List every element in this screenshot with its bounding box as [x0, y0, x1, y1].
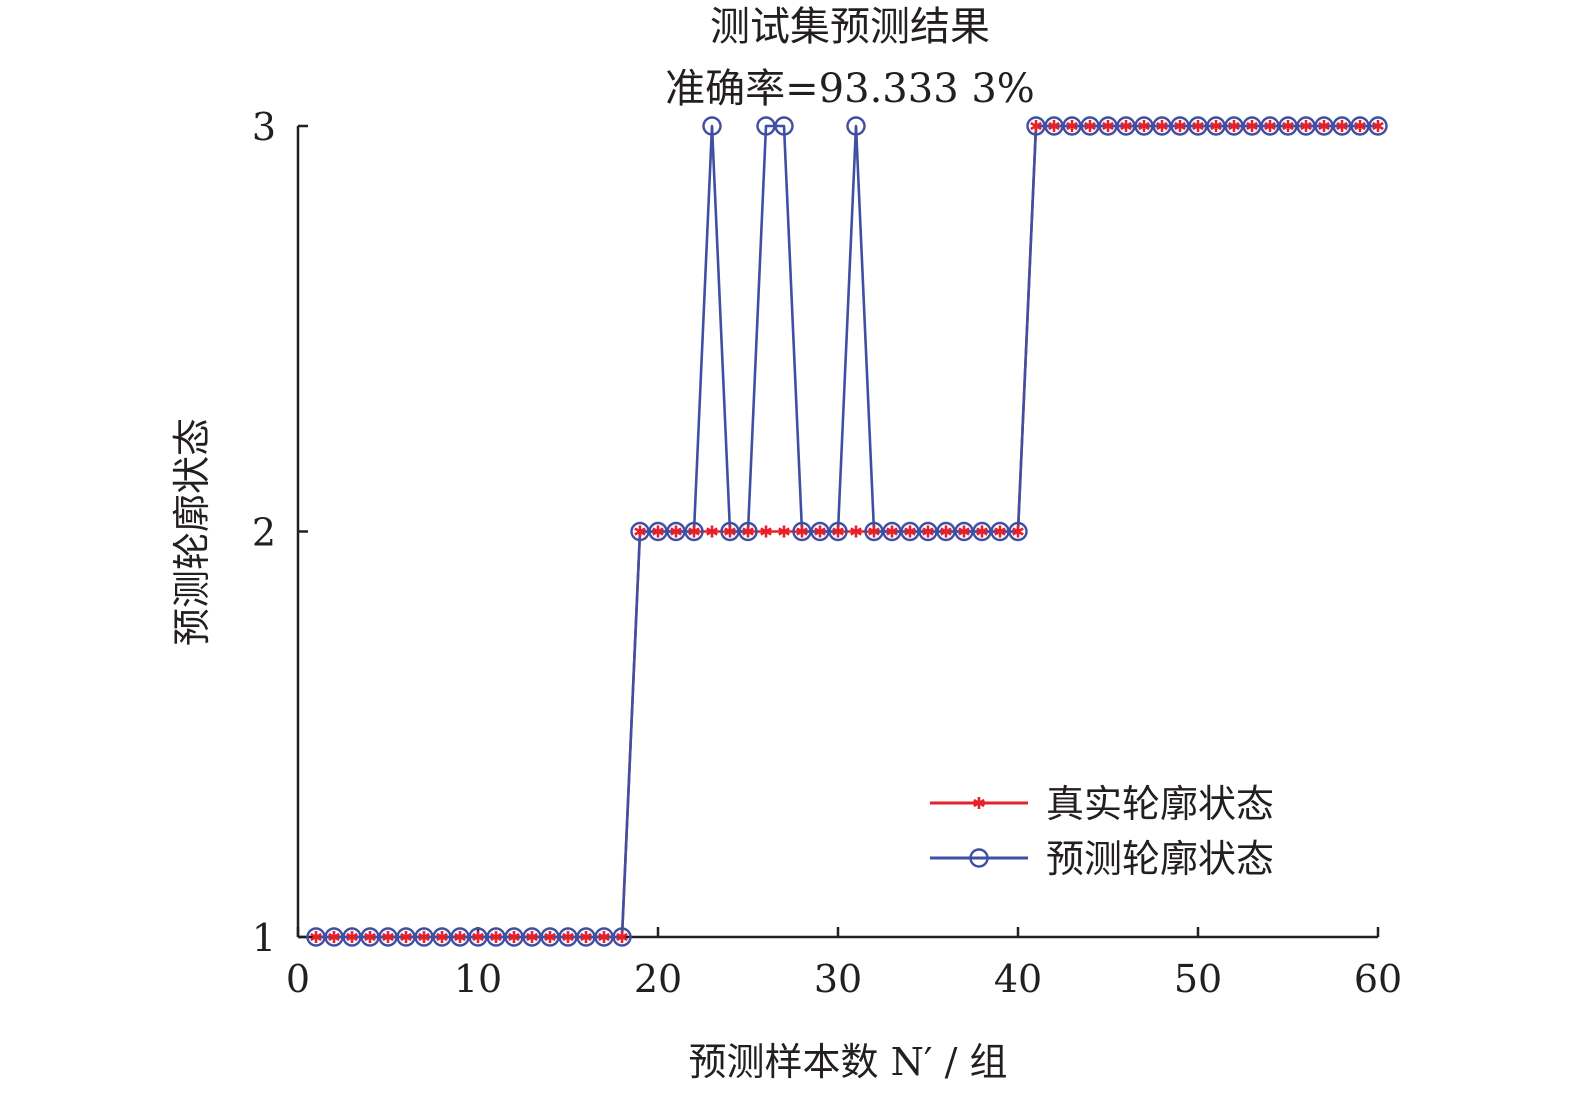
true-point [706, 525, 718, 538]
true-point [1174, 120, 1186, 132]
chart-subtitle: 准确率=93.333 3% [665, 66, 1035, 112]
true-point [1336, 120, 1348, 132]
true-point [490, 931, 502, 943]
true-point [364, 931, 376, 943]
true-point [1102, 120, 1114, 132]
true-point [1318, 120, 1330, 132]
predicted-point [846, 116, 866, 136]
predicted-point [702, 116, 722, 136]
series [306, 116, 1388, 947]
true-point [1264, 120, 1276, 132]
x-tick-label: 20 [634, 957, 682, 1001]
true-point [382, 931, 394, 943]
true-point [1030, 120, 1042, 132]
y-tick-label: 3 [252, 105, 276, 149]
true-point [760, 525, 772, 538]
true-point [310, 931, 322, 943]
true-point [832, 525, 844, 538]
chart-title: 测试集预测结果 [710, 4, 990, 50]
predicted-point [1368, 116, 1388, 136]
true-point [598, 931, 610, 943]
legend-label: 预测轮廓状态 [1046, 837, 1274, 881]
y-tick-label: 2 [252, 511, 276, 555]
true-point [1084, 120, 1096, 132]
x-tick-label: 0 [286, 957, 310, 1001]
true-point [1048, 120, 1060, 132]
legend-label: 真实轮廓状态 [1046, 782, 1274, 826]
predicted-point [684, 521, 704, 542]
true-point [742, 525, 754, 538]
true-point [1192, 120, 1204, 132]
legend-entry: 预测轮廓状态 [930, 837, 1274, 881]
true-point [976, 525, 988, 538]
true-point [688, 525, 700, 538]
true-point [436, 931, 448, 943]
predicted-point [828, 521, 848, 542]
true-point [1012, 525, 1024, 538]
true-point [922, 525, 934, 538]
true-point [994, 525, 1006, 538]
true-point [1372, 120, 1384, 132]
y-tick-label: 1 [252, 916, 276, 960]
predicted-point [1008, 521, 1028, 542]
true-point [1246, 120, 1258, 132]
true-point [868, 525, 880, 538]
true-point [1066, 120, 1078, 132]
true-point [1156, 120, 1168, 132]
true-point [1228, 120, 1240, 132]
predicted-point [774, 116, 794, 136]
x-tick-label: 10 [454, 957, 502, 1001]
true-point [400, 931, 412, 943]
true-point [940, 525, 952, 538]
ticks: 0 10 20 30 40 50 60 1 2 3 [252, 105, 1402, 1001]
x-tick-label: 40 [994, 957, 1042, 1001]
true-point [1120, 120, 1132, 132]
x-tick-label: 60 [1354, 957, 1402, 1001]
legend-marker [973, 797, 985, 809]
true-point [472, 931, 484, 943]
true-point [562, 931, 574, 943]
x-tick-label: 30 [814, 957, 862, 1001]
legend-marker [969, 848, 989, 868]
true-point [526, 931, 538, 943]
true-point [1300, 120, 1312, 132]
true-point [634, 525, 646, 538]
true-point [454, 931, 466, 943]
true-point [346, 931, 358, 943]
true-point [796, 525, 808, 538]
predicted-point [612, 927, 632, 947]
predicted-point [738, 521, 758, 542]
series-line-predicted [316, 124, 1378, 939]
true-point [1282, 120, 1294, 132]
x-axis-label: 预测样本数 N′ / 组 [689, 1040, 1008, 1084]
true-point [652, 525, 664, 538]
true-point [508, 931, 520, 943]
true-point [418, 931, 430, 943]
true-point [904, 525, 916, 538]
true-point [580, 931, 592, 943]
true-point [544, 931, 556, 943]
true-point [958, 525, 970, 538]
true-point [814, 525, 826, 538]
true-point [616, 931, 628, 943]
true-point [670, 525, 682, 538]
true-point [850, 525, 862, 538]
true-point [328, 931, 340, 943]
true-point [1354, 120, 1366, 132]
x-tick-label: 50 [1174, 957, 1222, 1001]
true-point [724, 525, 736, 538]
true-point [1210, 120, 1222, 132]
true-point [886, 525, 898, 538]
true-point [778, 525, 790, 538]
legend-entry: 真实轮廓状态 [930, 782, 1274, 826]
true-point [1138, 120, 1150, 132]
y-axis-label: 预测轮廓状态 [170, 418, 214, 646]
